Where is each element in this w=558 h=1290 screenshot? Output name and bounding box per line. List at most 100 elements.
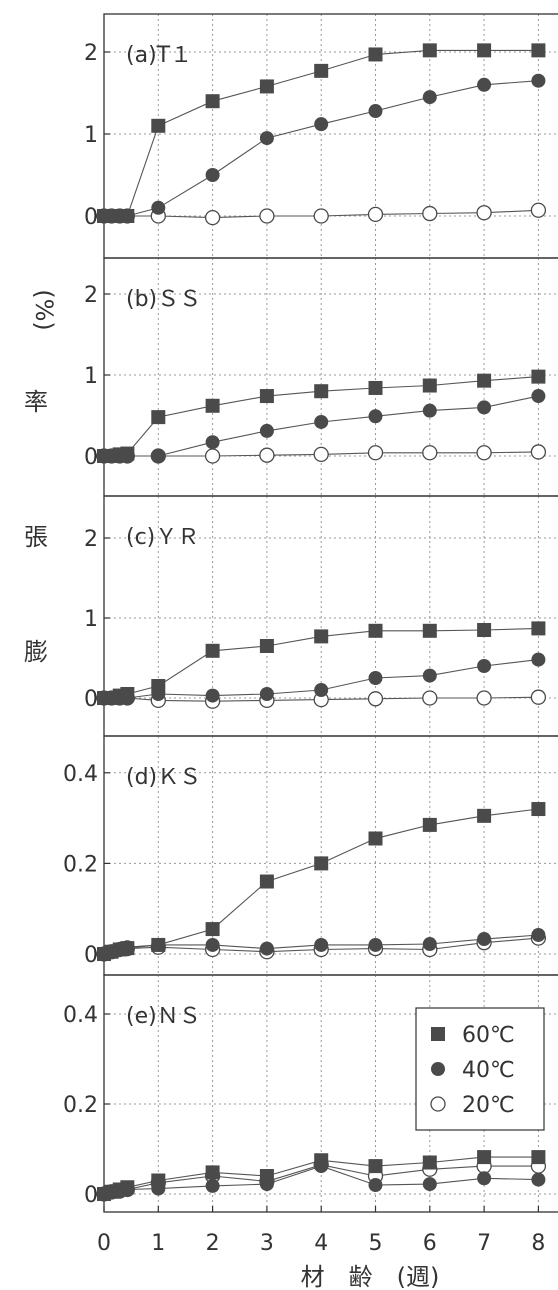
x-tick-label: 7	[477, 1231, 491, 1256]
y-tick-label: 0	[84, 1183, 98, 1208]
data-point	[313, 208, 329, 224]
data-point	[151, 410, 166, 425]
x-tick-label: 1	[151, 1231, 165, 1256]
data-point	[530, 202, 547, 218]
x-axis-label: 材 齢 (週)	[301, 1263, 440, 1290]
data-point	[313, 446, 329, 463]
data-point	[422, 205, 438, 222]
legend: 60℃ 40℃ 20℃	[415, 1007, 545, 1131]
data-point	[476, 205, 492, 221]
data-point	[422, 668, 437, 683]
y-tick-label: 0.2	[63, 852, 98, 877]
data-point	[477, 808, 492, 823]
series-60c	[97, 802, 546, 961]
data-point	[422, 403, 437, 418]
data-point	[205, 643, 220, 658]
data-point	[259, 1169, 274, 1183]
legend-marker	[431, 1027, 445, 1041]
data-point	[151, 449, 166, 463]
data-point	[531, 389, 546, 404]
series-60c	[97, 621, 546, 705]
data-point	[120, 941, 135, 956]
data-point	[422, 445, 438, 461]
data-point	[477, 43, 492, 58]
data-point	[477, 1171, 492, 1186]
data-point	[259, 639, 274, 653]
data-point	[314, 63, 329, 78]
data-point	[368, 623, 383, 638]
data-point	[151, 118, 166, 133]
data-point	[151, 937, 166, 952]
data-point	[314, 683, 329, 697]
panel-5: 0 0.2 0.4 (e)ＮＳ	[63, 974, 558, 1213]
data-point	[205, 1165, 220, 1180]
data-point	[477, 659, 492, 673]
panel-3: 0 1 2 (c)ＹＲ	[84, 495, 558, 737]
y-tick-label: 0.4	[63, 1003, 98, 1028]
data-point	[531, 1150, 546, 1165]
data-point	[477, 373, 492, 388]
x-tick-label: 4	[314, 1231, 328, 1256]
data-point	[476, 690, 492, 706]
data-point	[259, 874, 274, 889]
data-point	[531, 802, 546, 817]
data-point	[314, 856, 329, 871]
y-tick-label: 0.4	[63, 762, 98, 787]
data-point	[314, 1153, 329, 1168]
data-point	[205, 168, 220, 182]
data-point	[314, 117, 329, 132]
data-point	[368, 104, 383, 119]
data-point	[120, 209, 135, 223]
data-point	[368, 937, 383, 952]
data-point	[422, 623, 437, 638]
series-60c	[97, 369, 546, 463]
y-axis-label-part: 膨	[24, 638, 48, 666]
data-point	[422, 1155, 437, 1170]
data-point	[259, 131, 274, 146]
data-point	[367, 691, 384, 707]
y-tick-label: 0	[84, 205, 98, 230]
data-point	[205, 398, 220, 413]
x-tick-label: 2	[206, 1231, 220, 1256]
data-point	[422, 817, 437, 832]
data-point	[477, 623, 492, 637]
data-point	[368, 671, 383, 685]
data-point	[314, 414, 329, 429]
data-point	[477, 1150, 492, 1165]
legend-marker	[431, 1062, 445, 1076]
data-point	[531, 1172, 546, 1187]
y-tick-label: 1	[84, 364, 98, 389]
data-point	[205, 435, 220, 450]
y-axis-label-part: (%)	[30, 289, 58, 331]
data-point	[151, 679, 166, 693]
data-point	[530, 444, 547, 460]
y-tick-label: 2	[84, 41, 98, 66]
y-tick-label: 0	[84, 943, 98, 968]
panel-2: 0 1 2 (b)ＳＳ	[84, 257, 558, 497]
panel-title: (b)ＳＳ	[126, 287, 201, 312]
legend-label: 60℃	[462, 1023, 515, 1048]
data-point	[151, 1173, 166, 1188]
data-point	[367, 206, 384, 223]
panel-title: (a)T１	[126, 43, 192, 68]
data-point	[422, 937, 437, 952]
panel-title: (d)ＫＳ	[126, 765, 201, 790]
panel-frame	[103, 974, 558, 1213]
data-point	[531, 621, 546, 636]
y-tick-label: 0	[84, 687, 98, 712]
y-tick-label: 1	[84, 123, 98, 148]
data-point	[531, 73, 546, 88]
data-point	[422, 43, 437, 58]
legend-label: 40℃	[462, 1058, 515, 1083]
y-tick-label: 0.2	[63, 1093, 98, 1118]
x-tick-label: 6	[423, 1231, 437, 1256]
data-point	[531, 652, 546, 667]
data-point	[120, 1180, 135, 1195]
data-point	[422, 1177, 437, 1192]
data-point	[314, 629, 329, 644]
data-point	[368, 380, 383, 395]
data-point	[259, 389, 274, 404]
data-point	[259, 941, 274, 956]
data-point	[120, 446, 135, 461]
